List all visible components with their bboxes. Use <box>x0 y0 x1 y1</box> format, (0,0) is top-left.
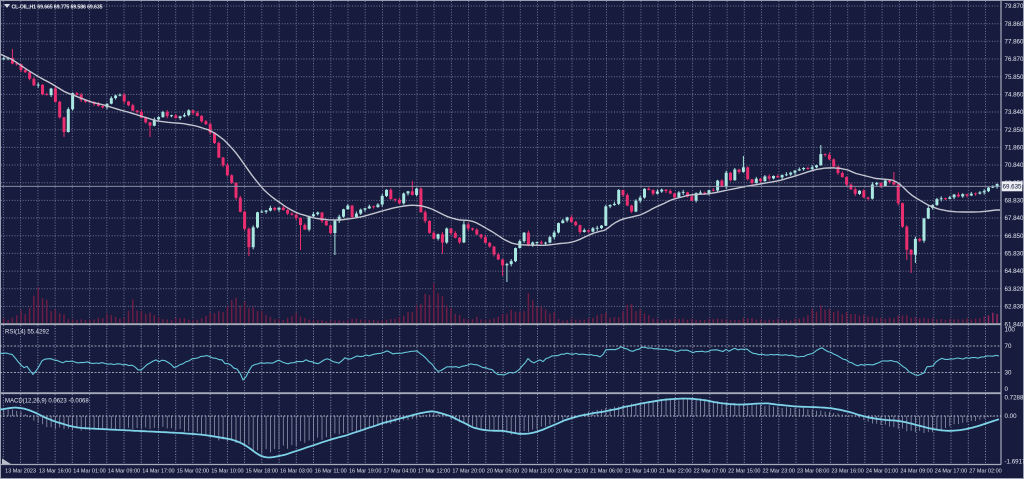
svg-text:69.635: 69.635 <box>1003 184 1022 191</box>
svg-text:61.840: 61.840 <box>1005 321 1024 328</box>
svg-text:21 Mar 22:00: 21 Mar 22:00 <box>659 469 691 475</box>
svg-text:0.00: 0.00 <box>1005 413 1018 420</box>
svg-text:22 Mar 07:00: 22 Mar 07:00 <box>694 469 726 475</box>
svg-text:16 Mar 19:00: 16 Mar 19:00 <box>349 469 381 475</box>
svg-text:63.820: 63.820 <box>1005 286 1024 293</box>
svg-text:66.850: 66.850 <box>1005 233 1024 240</box>
svg-text:21 Mar 06:00: 21 Mar 06:00 <box>590 469 622 475</box>
svg-text:71.860: 71.860 <box>1005 145 1024 152</box>
svg-text:15 Mar 02:00: 15 Mar 02:00 <box>177 469 209 475</box>
svg-text:100: 100 <box>1005 327 1016 334</box>
svg-text:CL-OIL,H1 69.665 69.775 69.586: CL-OIL,H1 69.665 69.775 69.586 69.635 <box>12 5 103 11</box>
svg-text:15 Mar 10:00: 15 Mar 10:00 <box>211 469 243 475</box>
svg-text:22 Mar 23:00: 22 Mar 23:00 <box>762 469 794 475</box>
svg-text:76.870: 76.870 <box>1005 56 1024 63</box>
svg-text:13 Mar 16:00: 13 Mar 16:00 <box>39 469 71 475</box>
svg-text:79.870: 79.870 <box>1005 3 1024 10</box>
svg-text:16 Mar 03:00: 16 Mar 03:00 <box>280 469 312 475</box>
svg-text:21 Mar 14:00: 21 Mar 14:00 <box>625 469 657 475</box>
svg-text:RSI(14) 55.4292: RSI(14) 55.4292 <box>5 330 50 336</box>
svg-text:17 Mar 04:00: 17 Mar 04:00 <box>383 469 415 475</box>
svg-text:23 Mar 08:00: 23 Mar 08:00 <box>797 469 829 475</box>
svg-text:17 Mar 12:00: 17 Mar 12:00 <box>418 469 450 475</box>
svg-text:14 Mar 17:00: 14 Mar 17:00 <box>142 469 174 475</box>
svg-text:74.860: 74.860 <box>1005 92 1024 99</box>
svg-text:73.840: 73.840 <box>1005 109 1024 116</box>
svg-text:-1.6917: -1.6917 <box>1005 459 1024 466</box>
svg-text:72.850: 72.850 <box>1005 127 1024 134</box>
svg-text:24 Mar 17:00: 24 Mar 17:00 <box>935 469 967 475</box>
svg-text:62.830: 62.830 <box>1005 304 1024 311</box>
svg-text:24 Mar 01:00: 24 Mar 01:00 <box>866 469 898 475</box>
svg-text:13 Mar 2023: 13 Mar 2023 <box>5 469 36 475</box>
svg-text:14 Mar 09:00: 14 Mar 09:00 <box>108 469 140 475</box>
svg-text:0: 0 <box>1005 386 1009 393</box>
svg-text:65.830: 65.830 <box>1005 251 1024 258</box>
svg-text:27 Mar 02:00: 27 Mar 02:00 <box>969 469 1001 475</box>
svg-text:78.860: 78.860 <box>1005 21 1024 28</box>
svg-text:14 Mar 01:00: 14 Mar 01:00 <box>73 469 105 475</box>
svg-text:17 Mar 20:00: 17 Mar 20:00 <box>452 469 484 475</box>
svg-text:24 Mar 09:00: 24 Mar 09:00 <box>900 469 932 475</box>
svg-text:20 Mar 05:00: 20 Mar 05:00 <box>487 469 519 475</box>
svg-text:20 Mar 21:00: 20 Mar 21:00 <box>556 469 588 475</box>
svg-text:67.840: 67.840 <box>1005 215 1024 222</box>
svg-text:77.860: 77.860 <box>1005 39 1024 46</box>
svg-text:15 Mar 18:00: 15 Mar 18:00 <box>246 469 278 475</box>
svg-text:70.840: 70.840 <box>1005 162 1024 169</box>
svg-text:75.850: 75.850 <box>1005 74 1024 81</box>
svg-text:30: 30 <box>1005 370 1012 377</box>
svg-text:0.7288: 0.7288 <box>1005 395 1024 402</box>
svg-text:70: 70 <box>1005 343 1012 350</box>
svg-text:MACD(12,26,9) 0.0623 -0.0068: MACD(12,26,9) 0.0623 -0.0068 <box>5 399 89 405</box>
svg-text:64.840: 64.840 <box>1005 268 1024 275</box>
svg-text:20 Mar 13:00: 20 Mar 13:00 <box>521 469 553 475</box>
svg-text:68.830: 68.830 <box>1005 198 1024 205</box>
svg-text:22 Mar 15:00: 22 Mar 15:00 <box>728 469 760 475</box>
svg-text:23 Mar 16:00: 23 Mar 16:00 <box>831 469 863 475</box>
svg-text:16 Mar 11:00: 16 Mar 11:00 <box>315 469 347 475</box>
